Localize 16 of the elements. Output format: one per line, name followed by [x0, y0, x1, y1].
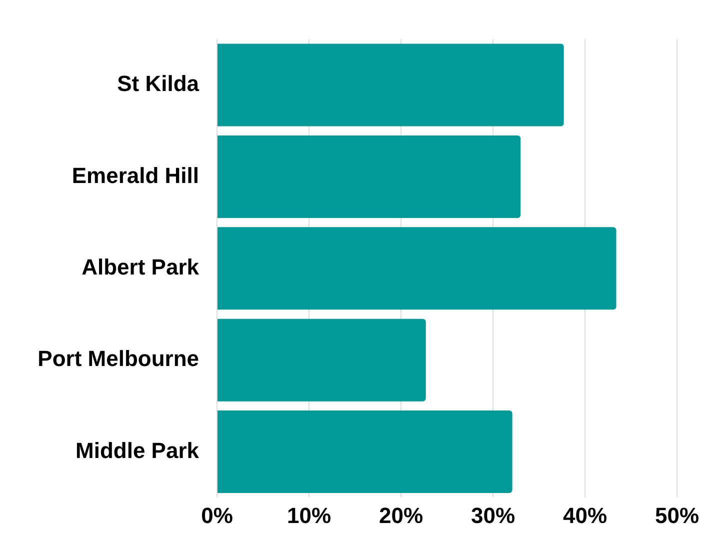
y-tick-label: St Kilda [117, 71, 200, 96]
bar [218, 227, 616, 310]
y-tick-label: Emerald Hill [72, 162, 199, 188]
x-tick-label: 30% [470, 502, 516, 528]
x-tick-label: 40% [562, 502, 608, 528]
bar [218, 318, 426, 402]
x-tick-label: 0% [201, 502, 233, 528]
x-tick-label: 10% [286, 502, 332, 528]
y-tick-label: Albert Park [82, 254, 200, 280]
x-tick-label: 50% [654, 502, 700, 528]
x-tick-label: 20% [378, 502, 424, 528]
y-tick-label: Middle Park [76, 438, 200, 463]
bar [218, 44, 564, 126]
bar [218, 410, 512, 494]
bar [218, 135, 521, 218]
y-tick-label: Port Melbourne [38, 346, 199, 372]
